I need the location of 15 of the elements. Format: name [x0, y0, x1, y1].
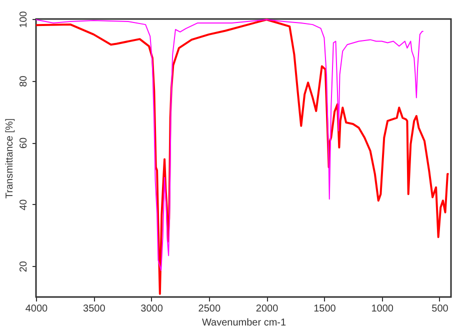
y-tick-label: 40: [18, 198, 30, 210]
x-tick-label: 4000: [25, 304, 48, 314]
y-tick-label: 20: [18, 260, 30, 272]
x-tick-label: 2500: [198, 304, 221, 314]
y-axis-title: Transmittance [%]: [4, 118, 16, 199]
x-axis-title: Wavenumber cm-1: [202, 318, 286, 328]
x-tick-label: 1500: [314, 304, 336, 314]
y-tick-label: 60: [18, 137, 30, 149]
x-tick-label: 2000: [256, 304, 279, 314]
x-tick-label: 3000: [140, 304, 164, 314]
x-tick-label: 1000: [371, 304, 394, 314]
x-tick-label: 500: [432, 304, 449, 314]
y-tick-label: 100: [18, 10, 30, 28]
x-tick-label: 3500: [83, 304, 106, 314]
y-tick-label: 80: [18, 75, 30, 87]
